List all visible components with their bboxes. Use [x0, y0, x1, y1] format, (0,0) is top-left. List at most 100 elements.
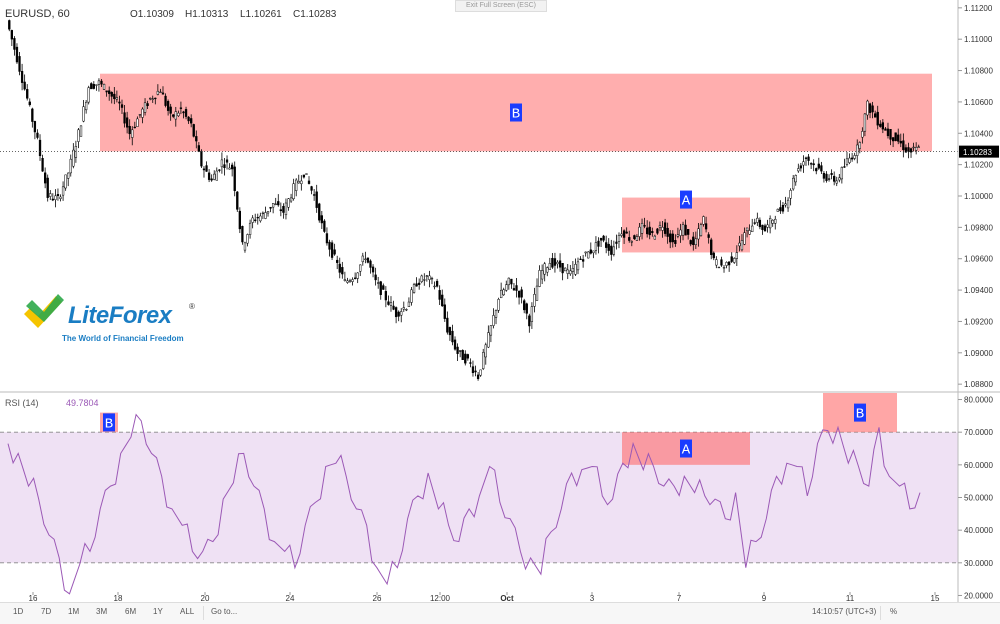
candle-body — [461, 350, 464, 361]
candle-body — [786, 199, 790, 209]
candle-body — [246, 234, 249, 244]
candle-body — [248, 222, 252, 235]
candle-body — [730, 256, 733, 262]
timeframe-3m[interactable]: 3M — [96, 607, 108, 616]
candle-body — [666, 227, 669, 237]
candle-body — [243, 242, 247, 251]
candle-body — [387, 301, 390, 305]
candle-body — [438, 290, 441, 300]
candle-body — [218, 169, 221, 171]
candle-body — [79, 125, 83, 137]
price-tick-label: 1.09600 — [964, 255, 993, 264]
candle-body — [871, 105, 874, 113]
candle-body — [384, 291, 388, 301]
x-tick-label: 7 — [677, 594, 682, 603]
candle-body — [26, 89, 29, 99]
candle-body — [915, 147, 918, 151]
candle-body — [546, 267, 549, 273]
candle-body — [843, 166, 846, 168]
price-tick-label: 1.11000 — [964, 35, 993, 44]
candle-body — [558, 260, 562, 268]
candle-body — [648, 226, 651, 236]
candle-body — [466, 354, 469, 359]
candle-body — [305, 173, 308, 175]
candle-body — [15, 46, 19, 63]
x-tick-label: 18 — [114, 594, 123, 603]
candle-body — [410, 289, 413, 303]
candle-body — [359, 264, 362, 272]
candle-body — [125, 117, 129, 128]
candle-body — [771, 219, 774, 224]
candle-body — [56, 194, 60, 196]
candle-body — [884, 128, 887, 131]
rsi-line — [7, 413, 921, 595]
price-tick-label: 1.09400 — [964, 286, 993, 295]
candle-body — [389, 302, 393, 306]
candle-body — [894, 132, 897, 142]
candle-body — [369, 260, 372, 268]
candle-body — [656, 228, 659, 234]
candle-body — [815, 168, 818, 172]
candle-body — [323, 220, 326, 232]
candle-body — [687, 229, 690, 235]
x-tick-label: 16 — [29, 594, 38, 603]
timeframe-all[interactable]: ALL — [180, 607, 195, 616]
candle-body — [128, 125, 131, 135]
timeframe-1d[interactable]: 1D — [13, 607, 24, 616]
candle-body — [231, 164, 234, 170]
price-pane[interactable]: B A 1.10283 — [0, 0, 999, 392]
candle-body — [184, 109, 188, 117]
candle-body — [505, 284, 508, 291]
candle-body — [120, 104, 124, 108]
timeframe-1m[interactable]: 1M — [68, 607, 80, 616]
candle-body — [738, 242, 741, 247]
candle-body — [225, 159, 229, 163]
candle-body — [161, 92, 165, 95]
candle-body — [707, 234, 710, 238]
candle-body — [382, 285, 385, 290]
candle-body — [166, 101, 170, 111]
timeframe-1y[interactable]: 1Y — [153, 607, 163, 616]
goto-date-button[interactable]: Go to... — [211, 607, 238, 616]
toolbar-separator — [880, 606, 881, 620]
candle-body — [853, 155, 856, 159]
percent-toggle[interactable]: % — [890, 607, 898, 616]
candle-body — [827, 178, 831, 180]
ohlc-low: L1.10261 — [240, 9, 282, 20]
exit-full-screen-button[interactable]: Exit Full Screen (ESC) — [455, 0, 547, 12]
candle-body — [907, 147, 910, 152]
rsi-pane[interactable]: B A B — [0, 393, 958, 595]
candle-body — [46, 177, 49, 198]
logo-brand: LiteForex — [68, 302, 172, 329]
candle-body — [394, 307, 398, 318]
last-price-badge — [959, 145, 999, 158]
candle-body — [143, 102, 147, 113]
candle-body — [694, 238, 697, 245]
candle-body — [159, 91, 162, 94]
candle-body — [628, 237, 631, 241]
candle-body — [917, 146, 920, 148]
candle-body — [192, 124, 195, 137]
candle-body — [456, 346, 459, 354]
candle-body — [95, 84, 98, 86]
candle-body — [615, 241, 618, 244]
candle-body — [364, 258, 367, 260]
last-price-label: 1.10283 — [963, 148, 992, 157]
candle-body — [174, 111, 177, 120]
symbol-label[interactable]: EURUSD, 60 — [5, 8, 70, 20]
candle-body — [540, 270, 544, 280]
price-tick-label: 1.10000 — [964, 192, 993, 201]
candle-body — [397, 311, 400, 317]
candle-body — [131, 129, 134, 138]
candle-body — [190, 118, 193, 124]
logo-registered: ® — [189, 302, 195, 311]
timeframe-7d[interactable]: 7D — [41, 607, 52, 616]
timeframe-6m[interactable]: 6M — [125, 607, 137, 616]
candle-body — [215, 170, 218, 181]
candle-body — [868, 103, 872, 113]
candle-body — [241, 226, 244, 243]
candle-body — [348, 280, 352, 282]
candle-body — [902, 140, 905, 151]
rsi-label[interactable]: RSI (14) — [5, 398, 39, 408]
candle-body — [97, 80, 101, 85]
